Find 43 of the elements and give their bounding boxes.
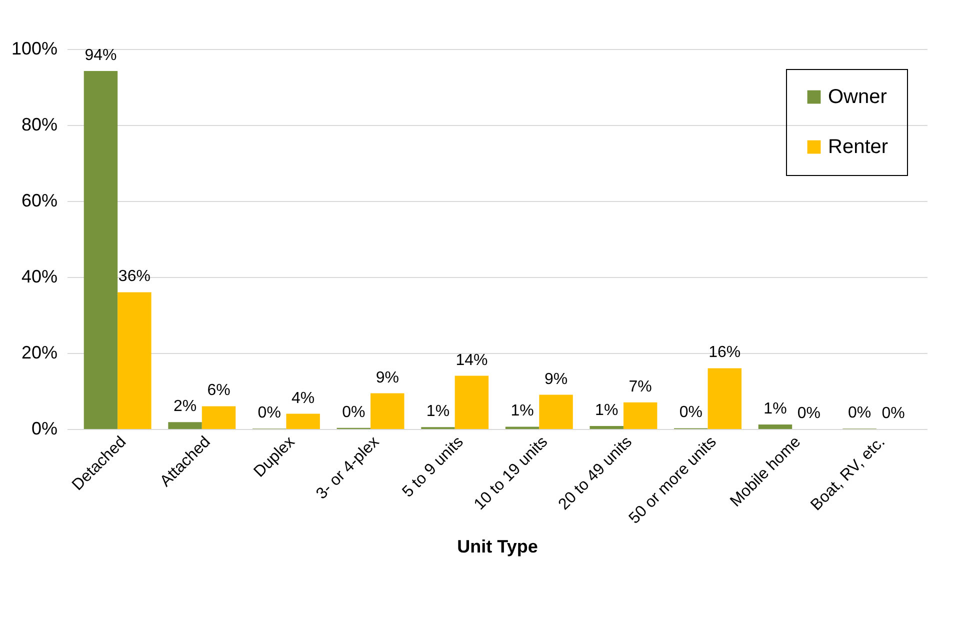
data-label: 0% — [258, 404, 281, 422]
data-label: 1% — [510, 402, 534, 420]
x-tick-label: 5 to 9 units — [399, 434, 467, 501]
bar — [758, 424, 792, 429]
data-label: 1% — [426, 403, 450, 420]
data-label: 1% — [764, 400, 787, 418]
y-tick-label: 100% — [11, 38, 58, 58]
x-tick-label: 10 to 19 units — [471, 434, 552, 514]
bar — [84, 71, 118, 429]
data-label: 14% — [456, 352, 488, 369]
data-label: 9% — [376, 369, 399, 386]
bar — [708, 368, 742, 429]
bar — [118, 292, 152, 429]
data-label: 1% — [595, 402, 618, 419]
legend-label: Renter — [828, 136, 888, 158]
data-label: 2% — [173, 398, 197, 416]
data-label: 94% — [84, 47, 117, 64]
data-label: 36% — [118, 268, 150, 286]
x-axis-title: Unit Type — [457, 536, 538, 557]
data-label: 7% — [628, 378, 652, 396]
legend-label: Owner — [828, 86, 888, 108]
data-label: 0% — [679, 404, 702, 422]
y-tick-label: 40% — [21, 266, 58, 286]
bar — [590, 426, 624, 429]
y-tick-label: 20% — [21, 342, 58, 362]
bar — [168, 422, 202, 429]
bar — [454, 376, 489, 429]
data-label: 6% — [207, 382, 230, 400]
data-label: 0% — [848, 404, 872, 422]
y-tick-label: 60% — [21, 190, 58, 210]
bar — [370, 393, 404, 429]
bar — [623, 402, 658, 429]
data-label: 9% — [544, 370, 568, 388]
y-tick-label: 0% — [31, 418, 58, 438]
data-label: 0% — [882, 405, 905, 422]
data-label: 4% — [292, 390, 315, 407]
data-label: 16% — [708, 344, 741, 362]
bar — [539, 394, 573, 429]
data-label: 0% — [342, 404, 366, 421]
bar — [202, 406, 236, 429]
y-tick-label: 80% — [21, 114, 58, 134]
bar — [286, 414, 320, 429]
data-label: 0% — [797, 405, 821, 422]
